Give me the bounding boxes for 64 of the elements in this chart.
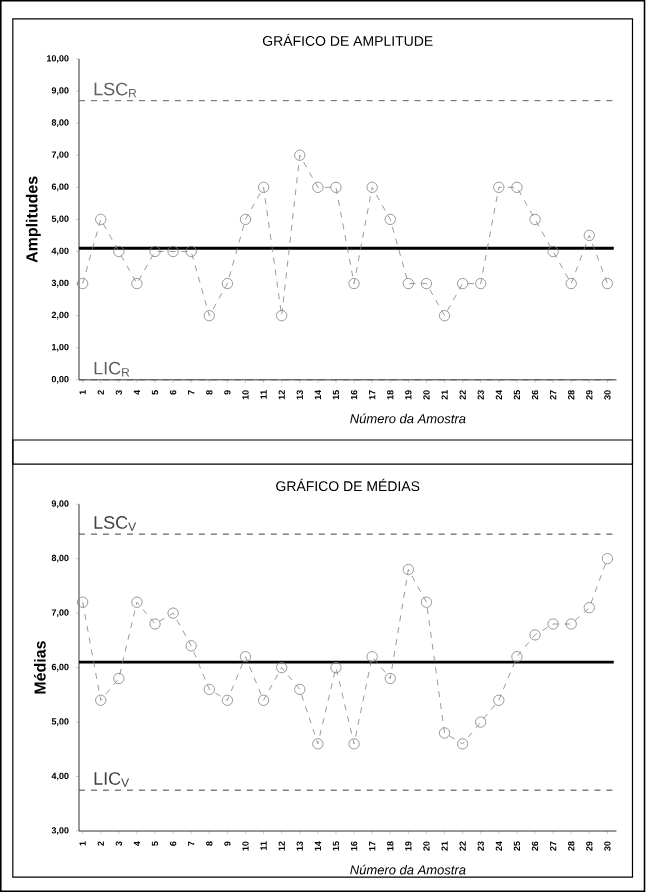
- point: [113, 245, 125, 258]
- point: [77, 596, 89, 608]
- point: [493, 694, 505, 706]
- point: [602, 277, 614, 290]
- point: [529, 629, 541, 641]
- point: [602, 553, 614, 565]
- point: [258, 694, 270, 706]
- point: [475, 277, 487, 290]
- point: [294, 683, 306, 695]
- point: [511, 651, 523, 663]
- point: [258, 181, 270, 193]
- point: [294, 149, 306, 161]
- point: [475, 716, 487, 728]
- point: [330, 662, 342, 674]
- point: [240, 651, 252, 663]
- point: [167, 245, 180, 258]
- point: [204, 310, 216, 322]
- point: [149, 245, 161, 258]
- point: [95, 694, 107, 706]
- point: [312, 181, 324, 193]
- ref-line-label: LSC$_{R}$: [94, 82, 137, 98]
- point: [240, 213, 252, 225]
- point: [113, 672, 125, 685]
- point: [348, 738, 360, 750]
- point: [421, 596, 433, 608]
- point: [403, 563, 415, 576]
- point: [276, 310, 288, 322]
- point: [439, 727, 451, 739]
- point: [547, 618, 560, 630]
- point: [547, 245, 560, 258]
- point: [584, 229, 596, 242]
- point: [366, 181, 379, 193]
- point: [167, 607, 180, 619]
- point: [276, 662, 288, 674]
- point: [131, 596, 143, 608]
- point: [222, 277, 234, 290]
- point: [330, 181, 342, 193]
- point: [366, 651, 379, 663]
- point: [131, 277, 143, 290]
- point: [439, 310, 451, 322]
- point: [185, 245, 198, 258]
- point: [565, 618, 578, 630]
- point: [385, 213, 397, 225]
- ref-line-label: LSC$_{V}$: [94, 516, 137, 531]
- point: [584, 602, 596, 614]
- point: [385, 672, 397, 685]
- ref-line-label: LIC$_{V}$: [94, 772, 130, 787]
- point: [348, 277, 360, 290]
- point: [457, 738, 469, 750]
- point: [185, 640, 198, 652]
- point: [149, 618, 161, 630]
- point: [565, 277, 578, 290]
- point: [493, 181, 505, 193]
- point: [204, 683, 216, 695]
- point: [421, 277, 433, 290]
- point: [403, 277, 415, 290]
- point: [222, 694, 234, 706]
- point: [529, 213, 541, 225]
- ref-line-label: LIC$_{R}$: [94, 361, 130, 377]
- point: [312, 738, 324, 750]
- point: [95, 213, 107, 225]
- point: [511, 181, 523, 193]
- point: [77, 277, 89, 290]
- point: [457, 277, 469, 290]
